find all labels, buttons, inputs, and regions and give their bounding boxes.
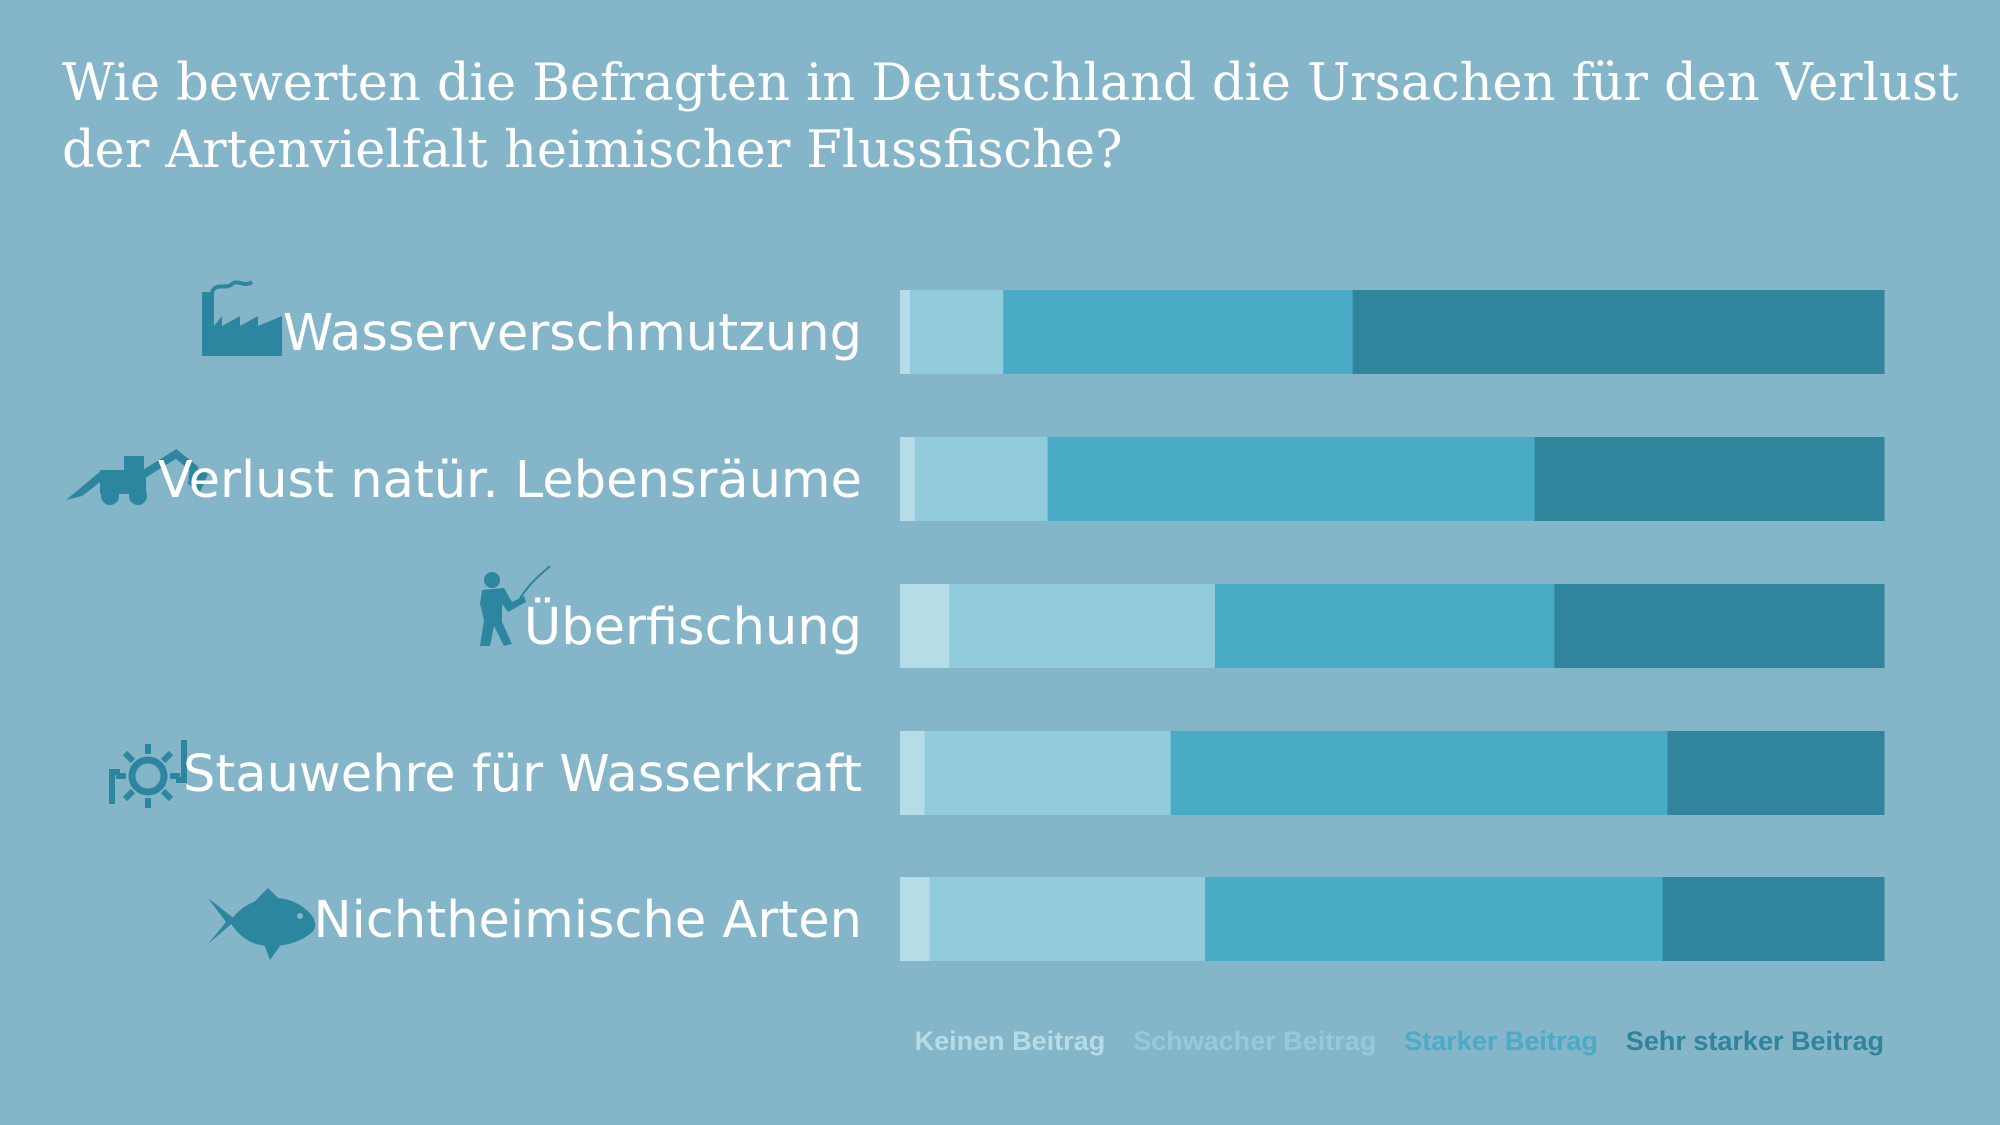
bar-segment-wasserverschmutzung-schwacher-beitrag bbox=[909, 290, 1004, 374]
legend-item-sehr-starker-beitrag: Sehr starker Beitrag bbox=[1626, 1026, 1884, 1056]
chart-title: Wie bewerten die Befragten in Deutschlan… bbox=[62, 50, 1962, 184]
bar-segment-nichtheimische-arten-starker-beitrag bbox=[1205, 877, 1664, 961]
bar-segment-nichtheimische-arten-sehr-starker-beitrag bbox=[1662, 877, 1885, 961]
bar-segment-wasserverschmutzung-starker-beitrag bbox=[1003, 290, 1354, 374]
bar-segment-ueberfischung-schwacher-beitrag bbox=[949, 584, 1216, 668]
legend-item-starker-beitrag: Starker Beitrag bbox=[1404, 1026, 1598, 1056]
bar-segment-wasserverschmutzung-keinen-beitrag bbox=[900, 290, 911, 374]
bar-segment-verlust-natuer-lebensraeume-keinen-beitrag bbox=[900, 437, 916, 521]
bar-segment-stauwehre-fuer-wasserkraft-schwacher-beitrag bbox=[924, 731, 1172, 815]
category-label-stauwehre-fuer-wasserkraft: Stauwehre für Wasserkraft bbox=[183, 745, 862, 804]
weir-wheel-icon bbox=[109, 740, 187, 808]
bar-segment-ueberfischung-sehr-starker-beitrag bbox=[1554, 584, 1885, 668]
legend-item-schwacher-beitrag: Schwacher Beitrag bbox=[1133, 1026, 1376, 1056]
bar-segment-ueberfischung-starker-beitrag bbox=[1214, 584, 1555, 668]
category-labels: Wasserverschmutzung Verlust natür. Lebens… bbox=[158, 304, 862, 950]
chart-title-line-1: Wie bewerten die Befragten in Deutschlan… bbox=[62, 54, 1959, 113]
excavator-icon bbox=[66, 449, 208, 505]
category-label-wasserverschmutzung: Wasserverschmutzung bbox=[283, 304, 862, 363]
bar-segment-nichtheimische-arten-keinen-beitrag bbox=[900, 877, 931, 961]
bar-segment-ueberfischung-keinen-beitrag bbox=[900, 584, 950, 668]
bar-segment-verlust-natuer-lebensraeume-starker-beitrag bbox=[1047, 437, 1536, 521]
angler-icon bbox=[480, 565, 551, 646]
category-label-ueberfischung: Überfischung bbox=[524, 596, 862, 657]
bar-segment-nichtheimische-arten-schwacher-beitrag bbox=[929, 877, 1206, 961]
bar-segment-stauwehre-fuer-wasserkraft-starker-beitrag bbox=[1170, 731, 1669, 815]
bars-layer bbox=[900, 290, 1885, 961]
factory-icon bbox=[202, 280, 282, 356]
legend-item-keinen-beitrag: Keinen Beitrag bbox=[915, 1026, 1106, 1056]
bar-segment-verlust-natuer-lebensraeume-sehr-starker-beitrag bbox=[1534, 437, 1885, 521]
fish-icon bbox=[208, 888, 316, 960]
chart-title-line-2: der Artenvielfalt heimischer Flussfische… bbox=[62, 121, 1123, 180]
bar-segment-stauwehre-fuer-wasserkraft-keinen-beitrag bbox=[900, 731, 926, 815]
bar-segment-verlust-natuer-lebensraeume-schwacher-beitrag bbox=[914, 437, 1049, 521]
bar-segment-wasserverschmutzung-sehr-starker-beitrag bbox=[1352, 290, 1885, 374]
bar-segment-stauwehre-fuer-wasserkraft-sehr-starker-beitrag bbox=[1667, 731, 1885, 815]
category-label-verlust-natuer-lebensraeume: Verlust natür. Lebensräume bbox=[158, 451, 862, 510]
category-label-nichtheimische-arten: Nichtheimische Arten bbox=[314, 891, 862, 950]
legend: Sehr starker Beitrag Starker Beitrag Schwa… bbox=[915, 1026, 1884, 1056]
